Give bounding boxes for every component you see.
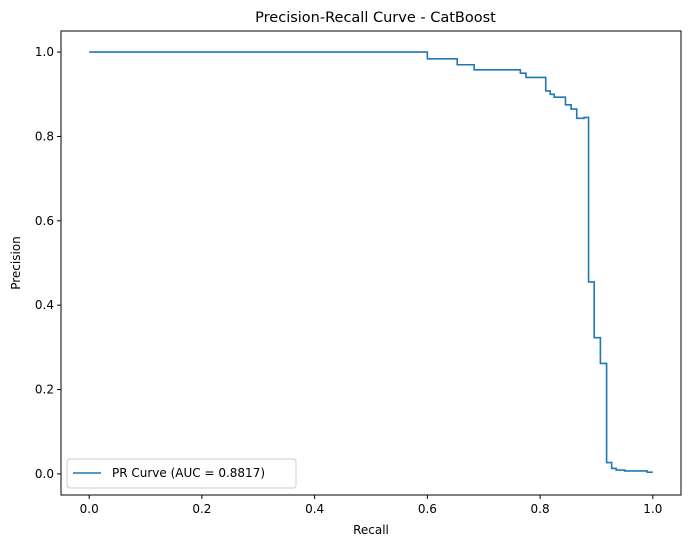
x-tick-label: 1.0 [643,502,662,516]
x-axis-label: Recall [353,523,389,537]
chart-title: Precision-Recall Curve - CatBoost [255,10,496,26]
x-tick-label: 0.6 [418,502,437,516]
x-tick-label: 0.4 [305,502,324,516]
x-tick-label: 0.2 [192,502,211,516]
pr-curve-line [89,51,653,474]
y-tick-label: 0.2 [35,383,54,397]
plot-area [61,31,681,495]
axis-ticks: 0.0 0.2 0.4 0.6 0.8 1.0 0.0 0.2 0.4 0.6 0.8 1.0 [35,45,662,516]
x-tick-label: 0.0 [80,502,99,516]
y-axis-label: Precision [9,236,23,290]
y-tick-label: 0.4 [35,298,54,312]
y-tick-label: 0.8 [35,129,54,143]
legend-label: PR Curve (AUC = 0.8817) [112,466,265,480]
y-tick-label: 0.0 [35,467,54,481]
x-tick-label: 0.8 [531,502,550,516]
y-tick-label: 1.0 [35,45,54,59]
legend: PR Curve (AUC = 0.8817) [66,458,297,489]
axes-frame [60,30,682,496]
y-tick-label: 0.6 [35,214,54,228]
legend-box [66,458,297,489]
